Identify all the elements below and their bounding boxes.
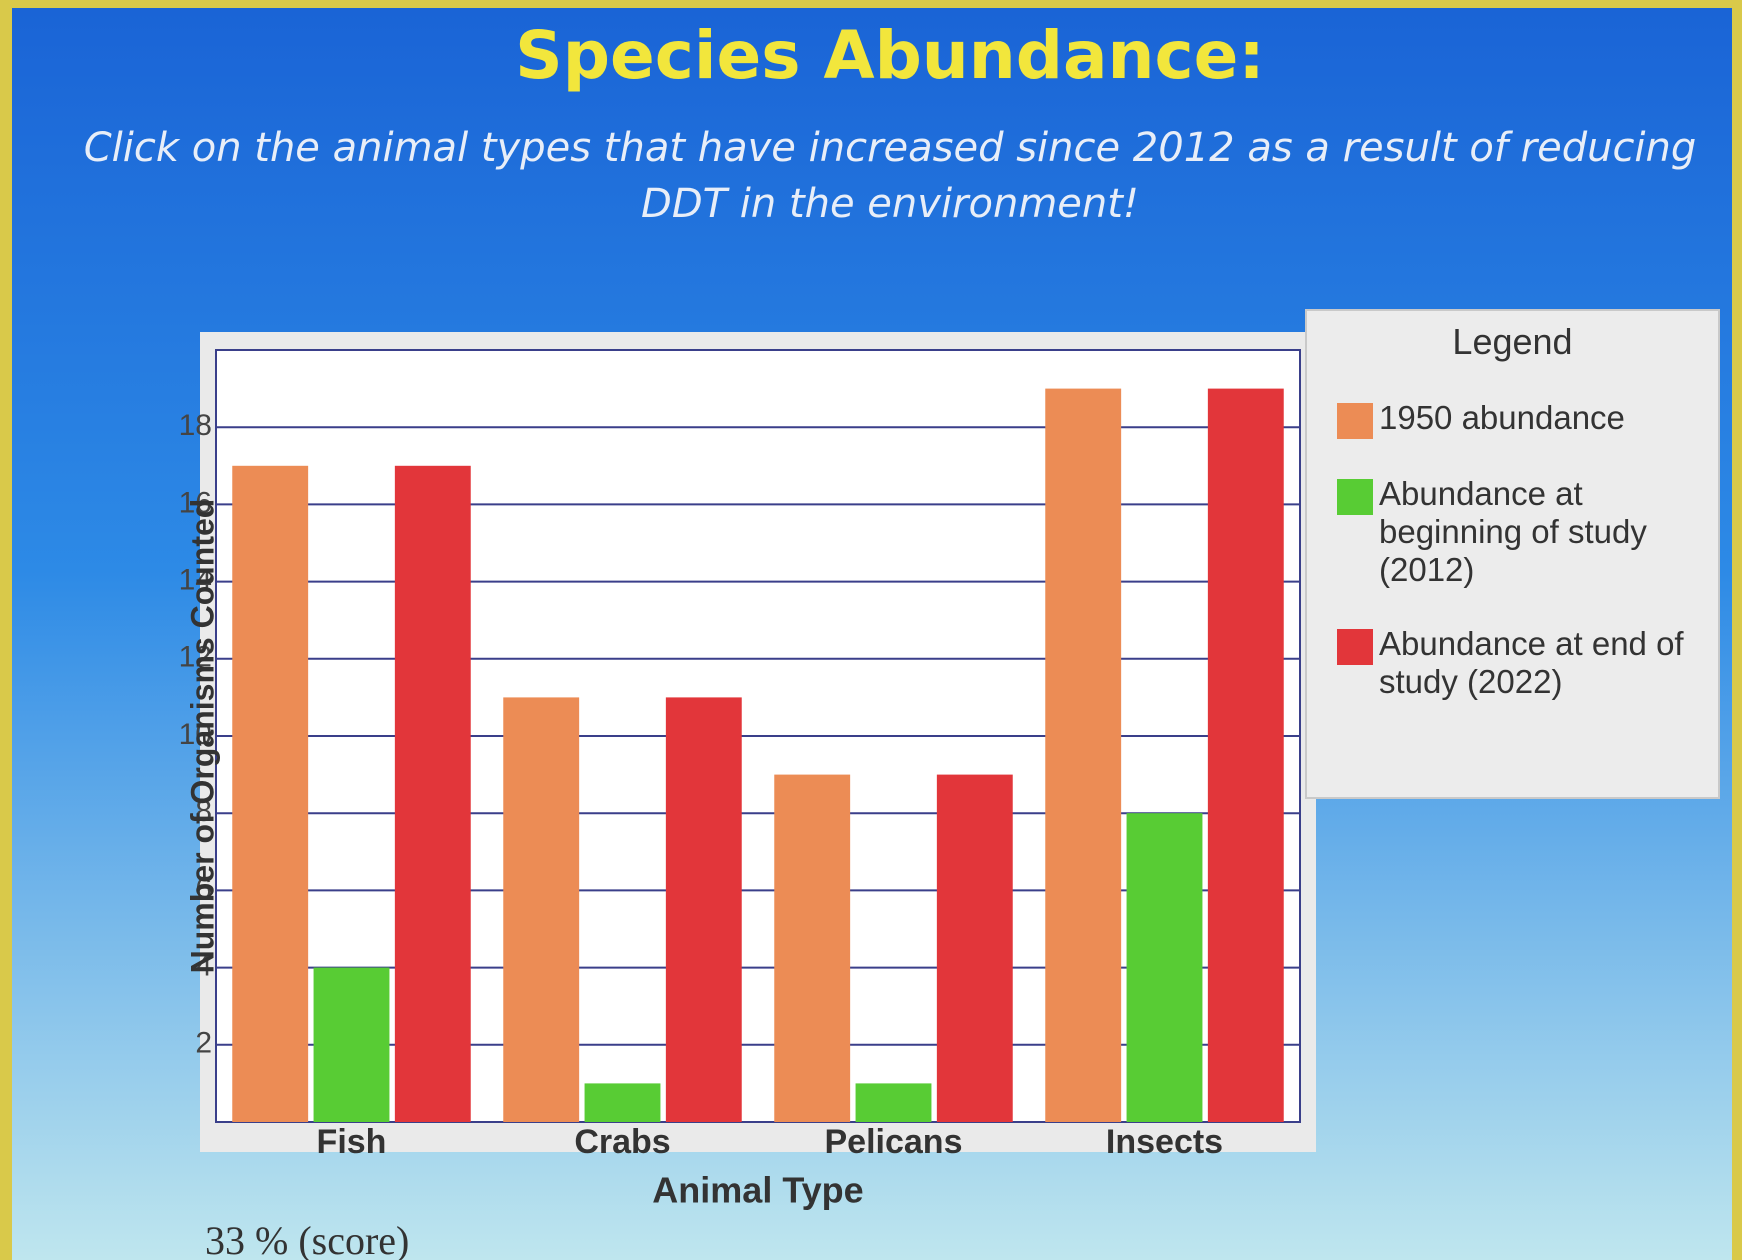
bar[interactable] xyxy=(855,1083,932,1122)
title: Species Abundance: xyxy=(515,17,1265,94)
y-tick-label: 16 xyxy=(179,486,212,519)
bar[interactable] xyxy=(394,465,471,1122)
bar[interactable] xyxy=(232,465,309,1122)
legend-label: Abundance at end of study (2022) xyxy=(1379,625,1684,700)
bar[interactable] xyxy=(313,967,390,1122)
y-axis-label: Number of Organisms Counted xyxy=(184,499,220,974)
legend-swatch xyxy=(1337,629,1373,665)
legend-title: Legend xyxy=(1452,321,1573,362)
legend-swatch xyxy=(1337,403,1373,439)
x-tick-label[interactable]: Insects xyxy=(1106,1123,1223,1161)
legend-item: 1950 abundance xyxy=(1337,399,1698,439)
y-tick-label: 10 xyxy=(179,718,212,751)
x-tick-label[interactable]: Crabs xyxy=(574,1123,670,1161)
bar[interactable] xyxy=(936,774,1013,1122)
instruction-box: Click on the animal types that have incr… xyxy=(83,125,1697,227)
legend-swatch xyxy=(1337,479,1373,515)
bar[interactable] xyxy=(1126,813,1203,1122)
bar[interactable] xyxy=(665,697,742,1122)
y-tick-label: 8 xyxy=(195,795,212,828)
legend-label: 1950 abundance xyxy=(1379,399,1625,436)
bar[interactable] xyxy=(584,1083,661,1122)
bar[interactable] xyxy=(774,774,851,1122)
bar[interactable] xyxy=(1207,388,1284,1123)
legend-item: Abundance at end of study (2022) xyxy=(1337,625,1698,701)
legend-label: Abundance at beginning of study (2012) xyxy=(1379,475,1647,588)
bar[interactable] xyxy=(503,697,580,1122)
bar[interactable] xyxy=(1045,388,1122,1123)
x-tick-label[interactable]: Pelicans xyxy=(825,1123,963,1161)
legend: Legend 1950 abundance Abundance at beginn… xyxy=(1305,309,1720,799)
x-axis-label: Animal Type xyxy=(652,1170,863,1211)
chart: 2 4 6 8 10 12 14 16 18 Number of Organisms Counte… xyxy=(179,388,1300,1211)
y-tick-label: 2 xyxy=(195,1027,212,1060)
legend-item: Abundance at beginning of study (2012) xyxy=(1337,475,1698,589)
y-tick-label: 4 xyxy=(195,950,212,983)
y-tick-label: 12 xyxy=(179,641,212,674)
x-tick-label[interactable]: Fish xyxy=(317,1123,387,1161)
y-tick-label: 18 xyxy=(179,409,212,442)
y-tick-label: 14 xyxy=(179,564,212,597)
y-tick-label: 6 xyxy=(195,872,212,905)
score: 33 % (score) xyxy=(205,1218,409,1260)
instruction: Click on the animal types that have incr… xyxy=(83,125,1697,227)
